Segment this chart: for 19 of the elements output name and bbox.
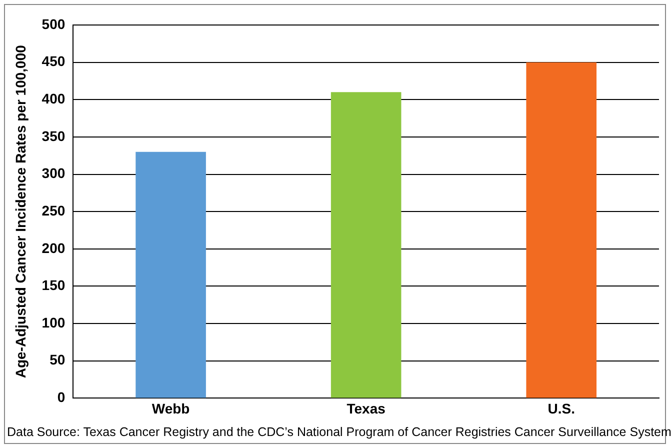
y-tick-label: 50 — [50, 352, 66, 368]
y-tick-label: 0 — [57, 389, 66, 406]
y-tick-label: 200 — [42, 240, 66, 256]
x-tick-label: Webb — [152, 400, 190, 416]
y-tick-label: 450 — [42, 53, 66, 70]
source-note: Data Source: Texas Cancer Registry and the CDC’s National Program of Cancer Registries Cancer Surveillance System — [7, 425, 672, 439]
y-tick-label: 400 — [42, 90, 66, 106]
y-tick-label: 250 — [42, 202, 66, 218]
y-tick-label: 300 — [42, 165, 66, 182]
y-tick-label: 500 — [42, 16, 66, 32]
x-tick-label: Texas — [346, 400, 386, 416]
bar — [526, 62, 597, 398]
y-tick-label: 100 — [42, 314, 66, 330]
x-tick-label: U.S. — [548, 400, 575, 416]
y-axis-title: Age-Adjusted Cancer Incidence Rates per 100,000 — [12, 44, 28, 378]
y-tick-label: 350 — [42, 128, 66, 144]
y-tick-label: 150 — [42, 277, 66, 294]
bar — [136, 152, 206, 398]
bar — [330, 92, 402, 398]
